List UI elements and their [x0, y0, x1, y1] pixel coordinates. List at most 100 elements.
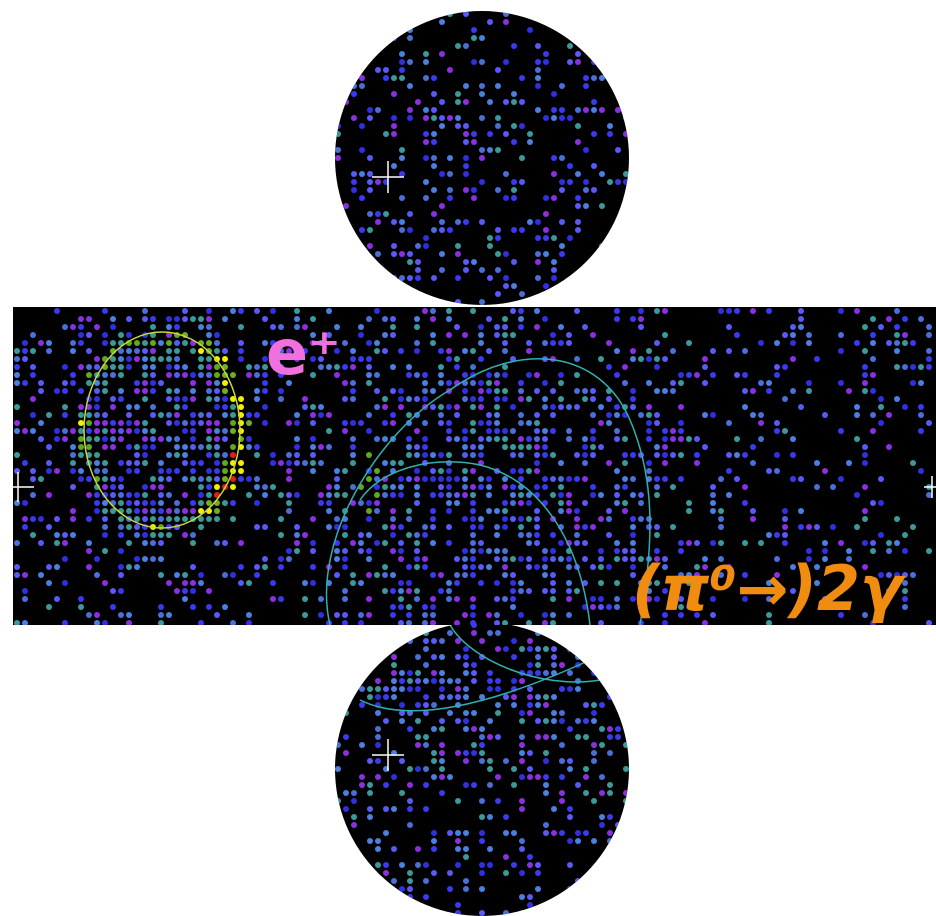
- pmt-hit: [854, 436, 860, 442]
- pmt-hit: [431, 774, 437, 780]
- pmt-hit: [407, 806, 413, 812]
- pmt-hit: [646, 380, 652, 386]
- pmt-hit: [622, 460, 628, 466]
- pmt-hit: [455, 902, 461, 908]
- pmt-hit: [182, 308, 188, 314]
- pmt-hit: [894, 332, 900, 338]
- pmt-hit: [495, 235, 501, 241]
- pmt-hit: [70, 468, 76, 474]
- pmt-hit: [591, 878, 597, 884]
- pmt-hit: [567, 638, 573, 644]
- pmt-hit: [726, 468, 732, 474]
- pmt-hit: [870, 500, 876, 506]
- pmt-hit: [335, 251, 341, 257]
- pmt-hit: [598, 620, 604, 625]
- pmt-hit: [351, 678, 357, 684]
- pmt-hit: [519, 806, 525, 812]
- pmt-hit: [310, 356, 316, 362]
- pmt-hit: [487, 686, 493, 692]
- pmt-hit: [118, 332, 124, 338]
- pmt-hit: [14, 404, 20, 410]
- pmt-hit: [543, 694, 549, 700]
- pmt-hit: [142, 428, 148, 434]
- pmt-hit: [518, 380, 524, 386]
- pmt-hit: [470, 556, 476, 562]
- pmt-hit: [550, 532, 556, 538]
- pmt-hit: [102, 340, 108, 346]
- pmt-hit: [766, 380, 772, 386]
- pmt-hit: [495, 251, 501, 257]
- pmt-hit: [870, 540, 876, 546]
- pmt-hit: [334, 492, 340, 498]
- pmt-hit: [470, 404, 476, 410]
- pmt-hit: [574, 356, 580, 362]
- pmt-hit: [599, 107, 605, 113]
- pmt-hit: [734, 436, 740, 442]
- pmt-hit: [455, 718, 461, 724]
- pmt-hit: [439, 171, 445, 177]
- pmt-hit: [166, 532, 172, 538]
- pmt-hit: [455, 99, 461, 105]
- pmt-hit: [606, 516, 612, 522]
- pmt-hit: [599, 267, 605, 273]
- pmt-hit: [551, 155, 557, 161]
- pmt-hit: [238, 348, 244, 354]
- pmt-hit: [150, 380, 156, 386]
- pmt-hit: [495, 798, 501, 804]
- pmt-hit: [463, 163, 469, 169]
- pmt-hit: [598, 444, 604, 450]
- pmt-hit: [686, 340, 692, 346]
- pmt-hit: [550, 476, 556, 482]
- pmt-hit: [550, 492, 556, 498]
- pmt-hit: [382, 436, 388, 442]
- pmt-hit: [158, 476, 164, 482]
- pmt-hit: [590, 436, 596, 442]
- pmt-hit: [414, 468, 420, 474]
- pmt-hit: [542, 620, 548, 625]
- pmt-hit: [854, 308, 860, 314]
- pmt-hit: [431, 758, 437, 764]
- pmt-hit: [446, 348, 452, 354]
- pmt-hit: [431, 139, 437, 145]
- pmt-hit: [798, 508, 804, 514]
- pmt-hit: [447, 710, 453, 716]
- pmt-hit: [510, 444, 516, 450]
- pmt-hit: [351, 27, 357, 33]
- pmt-hit: [822, 540, 828, 546]
- pmt-hit: [894, 540, 900, 546]
- pmt-hit: [383, 283, 389, 289]
- pmt-hit: [102, 500, 108, 506]
- pmt-hit: [551, 654, 557, 660]
- pmt-hit: [134, 348, 140, 354]
- pmt-hit: [326, 508, 332, 514]
- pmt-hit: [535, 654, 541, 660]
- pmt-hit: [886, 316, 892, 322]
- pmt-hit: [198, 324, 204, 330]
- pmt-hit: [391, 115, 397, 121]
- pmt-hit: [359, 878, 365, 884]
- pmt-hit: [70, 348, 76, 354]
- pmt-hit: [630, 356, 636, 362]
- pmt-hit: [471, 750, 477, 756]
- pmt-hit: [470, 508, 476, 514]
- pmt-hit: [431, 670, 437, 676]
- pmt-hit: [294, 420, 300, 426]
- cross: [372, 161, 404, 193]
- pmt-hit: [294, 460, 300, 466]
- pmt-hit: [414, 452, 420, 458]
- pmt-hit: [118, 348, 124, 354]
- pmt-hit: [446, 492, 452, 498]
- pmt-hit: [918, 428, 924, 434]
- pmt-hit: [422, 532, 428, 538]
- pmt-hit: [214, 404, 220, 410]
- pmt-hit: [134, 428, 140, 434]
- pmt-hit: [606, 508, 612, 514]
- pmt-hit: [670, 452, 676, 458]
- pmt-hit: [110, 372, 116, 378]
- pmt-hit: [374, 340, 380, 346]
- pmt-hit: [174, 340, 180, 346]
- pmt-hit: [479, 267, 485, 273]
- pmt-hit: [350, 540, 356, 546]
- pmt-hit: [558, 476, 564, 482]
- pmt-hit: [878, 420, 884, 426]
